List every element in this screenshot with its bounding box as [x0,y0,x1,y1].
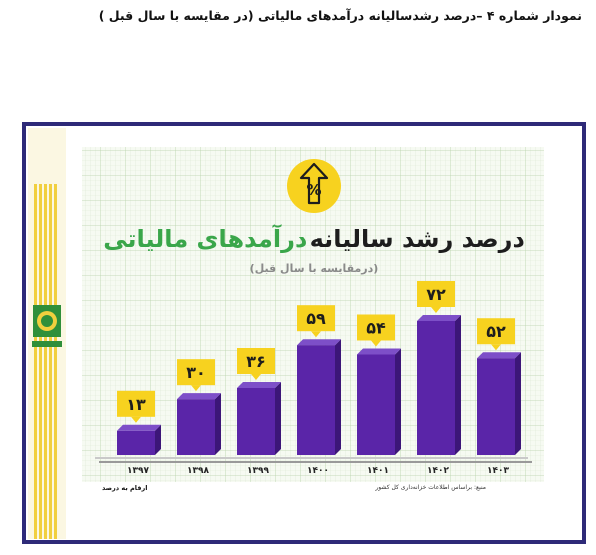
bar-top [357,348,401,355]
category-label: ۱۳۹۸ [187,466,209,476]
bar-side [155,424,161,455]
chart-title-green: درآمدهای مالیاتی [103,224,307,253]
chart-title: درصد رشد سالیانه درآمدهای مالیاتی [103,224,525,253]
value-label-box [117,390,155,417]
category-label: ۱۳۹۹ [247,466,269,476]
category-label: ۱۴۰۰ [307,466,329,476]
value-label: ۷۲ [426,285,446,304]
bar-side [455,315,461,455]
bar-top [177,393,221,400]
unit-note: ارقام به درصد [102,484,148,492]
value-label-pointer [191,385,201,392]
value-label-box [357,314,395,341]
bar [177,399,215,455]
value-label-pointer [491,344,501,351]
bar [297,345,335,455]
bar-top [417,315,461,321]
bar-top [477,352,521,359]
value-label-pointer [131,416,141,423]
bar [117,430,155,455]
category-label: ۱۴۰۲ [427,466,449,476]
value-label: ۳۶ [246,352,266,371]
decorative-stripes [34,184,58,539]
bar [357,354,395,455]
figure-caption: نمودار شماره ۴ –درصد رشدسالیانه درآمدهای… [98,8,582,23]
value-label-box [417,281,455,307]
value-label-box [237,348,275,374]
value-label-pointer [371,340,381,347]
value-label-pointer [431,307,441,313]
percent-badge-text: % [306,181,321,199]
value-label: ۳۰ [186,363,206,382]
value-label-box [297,305,335,332]
bars-group: ۱۳ ۱۳۹۷ ۳۰ ۱۳۹۸ ۳۶ ۱۳۹۹ ۵۹ ۱۴۰۰ ۵۴ ۱۴۰۱ ۷۲ ۱۴۰۲ ۵۲ ۱۴… [117,281,521,476]
bar [477,358,515,455]
source-note: منبع: براساس اطلاعات خزانه‌داری کل کشور [375,484,486,491]
value-label-pointer [311,331,321,338]
value-label: ۵۹ [306,309,326,328]
value-label: ۵۲ [486,322,506,341]
percent-badge-icon [287,159,341,213]
bar-top [297,339,341,346]
chart-subtitle: (درمقایسه با سال قبل) [250,262,379,275]
growth-arrow-icon [299,162,329,205]
category-label: ۱۴۰۳ [487,466,509,476]
chart-title-dark: درصد رشد سالیانه [310,225,525,253]
value-label: ۵۴ [366,319,386,338]
value-label-box [477,318,515,345]
value-label-pointer [251,374,261,380]
bar-top [117,424,161,431]
bar-top [237,382,281,388]
bar-side [395,348,401,455]
bar [237,388,275,455]
bar-side [275,382,281,455]
organization-logo [32,305,62,347]
bar-side [515,352,521,455]
brand-sidebar [28,128,66,539]
value-label: ۱۳ [126,395,146,414]
bar-side [215,393,221,455]
category-label: ۱۳۹۷ [127,466,149,476]
bar [417,321,455,455]
value-label-box [177,359,215,386]
bar-side [335,339,341,455]
category-label: ۱۴۰۱ [367,466,389,476]
